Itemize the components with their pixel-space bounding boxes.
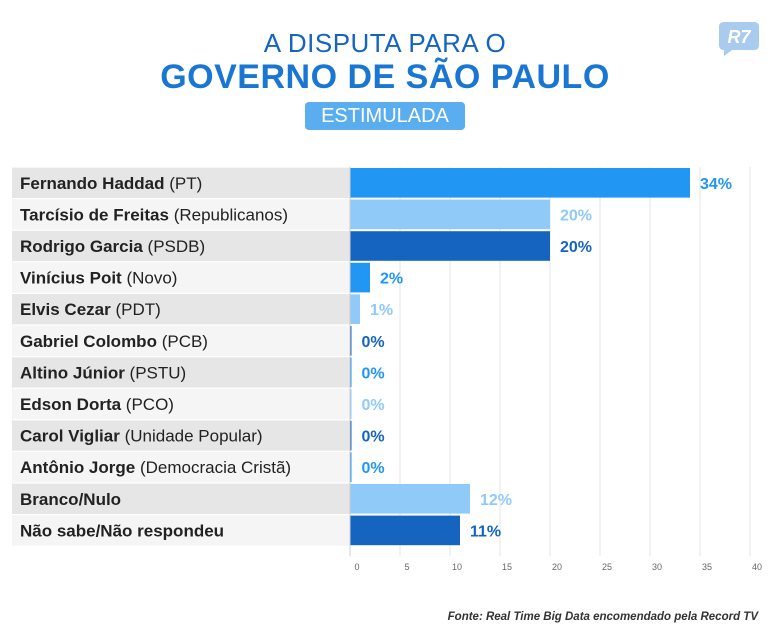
bar <box>350 515 460 546</box>
party-name: (Unidade Popular) <box>120 427 263 446</box>
x-tick-label: 0 <box>354 562 359 572</box>
category-label: Tarcísio de Freitas (Republicanos) <box>20 205 288 224</box>
value-label: 2% <box>380 271 403 288</box>
bar <box>350 484 470 514</box>
value-label: 0% <box>362 334 385 351</box>
value-label: 34% <box>700 176 732 193</box>
label-row-bg <box>12 167 350 198</box>
source-note: Fonte: Real Time Big Data encomendado pe… <box>447 611 758 623</box>
r7-logo-icon: R7 <box>719 22 759 56</box>
r7-logo-text: R7 <box>727 27 751 47</box>
category-label: Não sabe/Não respondeu <box>20 521 224 540</box>
label-row-bg <box>12 515 350 546</box>
label-row-bg <box>12 262 350 293</box>
label-row-bg <box>12 325 350 356</box>
candidate-name: Branco/Nulo <box>20 490 121 509</box>
bar <box>350 357 352 388</box>
party-name: (PCB) <box>157 332 208 351</box>
value-label: 1% <box>370 302 393 319</box>
bar <box>350 452 352 482</box>
candidate-name: Vinícius Poit <box>20 269 122 288</box>
candidate-name: Altino Júnior <box>20 363 125 382</box>
bar <box>350 231 550 261</box>
party-name: (PT) <box>165 174 203 193</box>
candidate-name: Gabriel Colombo <box>20 332 157 351</box>
category-label: Altino Júnior (PSTU) <box>20 363 186 382</box>
value-label: 11% <box>470 523 501 540</box>
party-name: (Democracia Cristã) <box>135 458 291 477</box>
candidate-name: Tarcísio de Freitas <box>20 205 169 224</box>
candidate-name: Edson Dorta <box>20 395 122 414</box>
party-name: (PCO) <box>121 395 174 414</box>
party-name: (PSTU) <box>125 363 186 382</box>
x-tick-label: 25 <box>602 562 612 572</box>
title-line-2: GOVERNO DE SÃO PAULO <box>160 58 610 96</box>
x-tick-label: 10 <box>452 562 462 572</box>
party-name: (PDT) <box>111 300 161 319</box>
category-label: Antônio Jorge (Democracia Cristã) <box>20 458 291 477</box>
label-row-bg <box>12 199 350 230</box>
bar <box>350 294 360 324</box>
party-name: (Republicanos) <box>169 205 288 224</box>
value-label: 0% <box>362 460 385 477</box>
bar <box>350 199 550 230</box>
x-tick-label: 20 <box>552 562 562 572</box>
value-label: 0% <box>362 397 385 414</box>
category-label: Gabriel Colombo (PCB) <box>20 332 208 351</box>
label-row-bg <box>12 388 350 420</box>
x-tick-label: 35 <box>702 562 712 572</box>
category-label: Branco/Nulo <box>20 490 121 509</box>
value-label: 12% <box>480 492 512 509</box>
bar <box>350 168 690 198</box>
category-label: Edson Dorta (PCO) <box>20 395 174 414</box>
x-tick-label: 30 <box>652 562 662 572</box>
category-label: Elvis Cezar (PDT) <box>20 300 161 319</box>
category-label: Carol Vigliar (Unidade Popular) <box>20 427 263 446</box>
bar <box>350 420 352 451</box>
party-name: (Novo) <box>122 269 178 288</box>
category-label: Fernando Haddad (PT) <box>20 174 202 193</box>
candidate-name: Rodrigo Garcia <box>20 237 143 256</box>
label-row-bg <box>12 230 350 262</box>
candidate-name: Não sabe/Não respondeu <box>20 521 224 540</box>
value-label: 0% <box>362 429 385 446</box>
candidate-name: Fernando Haddad <box>20 174 165 193</box>
value-label: 20% <box>560 239 592 256</box>
x-tick-label: 5 <box>404 562 409 572</box>
title-line-1: A DISPUTA PARA O <box>263 28 507 58</box>
label-row-bg <box>12 483 350 514</box>
label-row-bg <box>12 452 350 483</box>
category-label: Vinícius Poit (Novo) <box>20 269 177 288</box>
label-row-bg <box>12 420 350 451</box>
category-label: Rodrigo Garcia (PSDB) <box>20 237 205 256</box>
party-name: (PSDB) <box>143 237 205 256</box>
x-tick-label: 15 <box>502 562 512 572</box>
bar <box>350 262 370 293</box>
bar <box>350 326 352 356</box>
label-row-bg <box>12 357 350 388</box>
candidate-name: Antônio Jorge <box>20 458 135 477</box>
value-label: 0% <box>362 365 385 382</box>
label-row-bg <box>12 294 350 325</box>
x-tick-label: 40 <box>752 562 762 572</box>
candidate-name: Carol Vigliar <box>20 427 120 446</box>
candidate-name: Elvis Cezar <box>20 300 111 319</box>
stimulated-badge: ESTIMULADA <box>305 102 465 130</box>
bar <box>350 389 352 419</box>
value-label: 20% <box>560 207 592 224</box>
